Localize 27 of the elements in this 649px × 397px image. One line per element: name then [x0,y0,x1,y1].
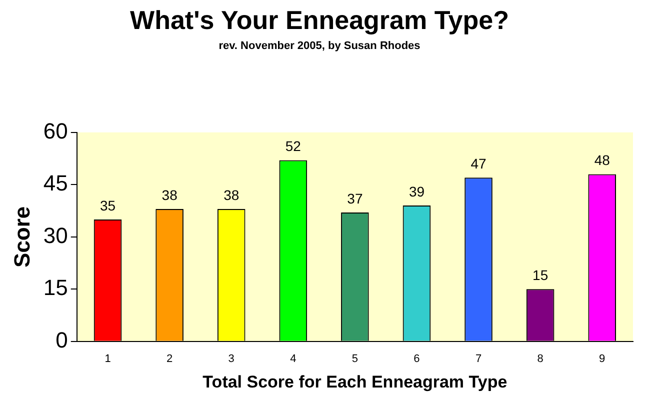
x-axis-title: Total Score for Each Enneagram Type [202,372,508,392]
y-tick-label: 45 [43,170,68,196]
y-axis-title: Score [9,206,34,268]
y-tick-label: 30 [43,222,68,248]
x-tick-label: 4 [290,353,296,366]
chart-subtitle: rev. November 2005, by Susan Rhodes [218,40,420,52]
data-label: 37 [347,190,363,206]
y-tick-label: 15 [43,275,68,300]
x-tick-label: 8 [537,353,544,366]
data-label: 35 [100,197,116,214]
data-label: 39 [408,183,425,200]
data-label: 38 [162,186,178,203]
data-label: 48 [594,152,610,168]
data-label: 52 [285,138,302,154]
x-tick-label: 9 [599,353,606,366]
x-tick-label: 7 [475,353,482,366]
x-tick-label: 2 [166,353,173,366]
x-tick-label: 3 [228,353,234,366]
x-tick-label: 6 [414,353,420,366]
x-tick-label: 1 [104,353,111,366]
x-tick-label: 5 [352,353,358,366]
data-label: 15 [532,267,548,284]
chart-title: What's Your Enneagram Type? [130,4,509,35]
data-label: 38 [224,186,240,203]
y-tick-label: 60 [43,118,68,144]
data-label: 47 [470,156,487,172]
y-tick-label: 0 [56,327,68,352]
